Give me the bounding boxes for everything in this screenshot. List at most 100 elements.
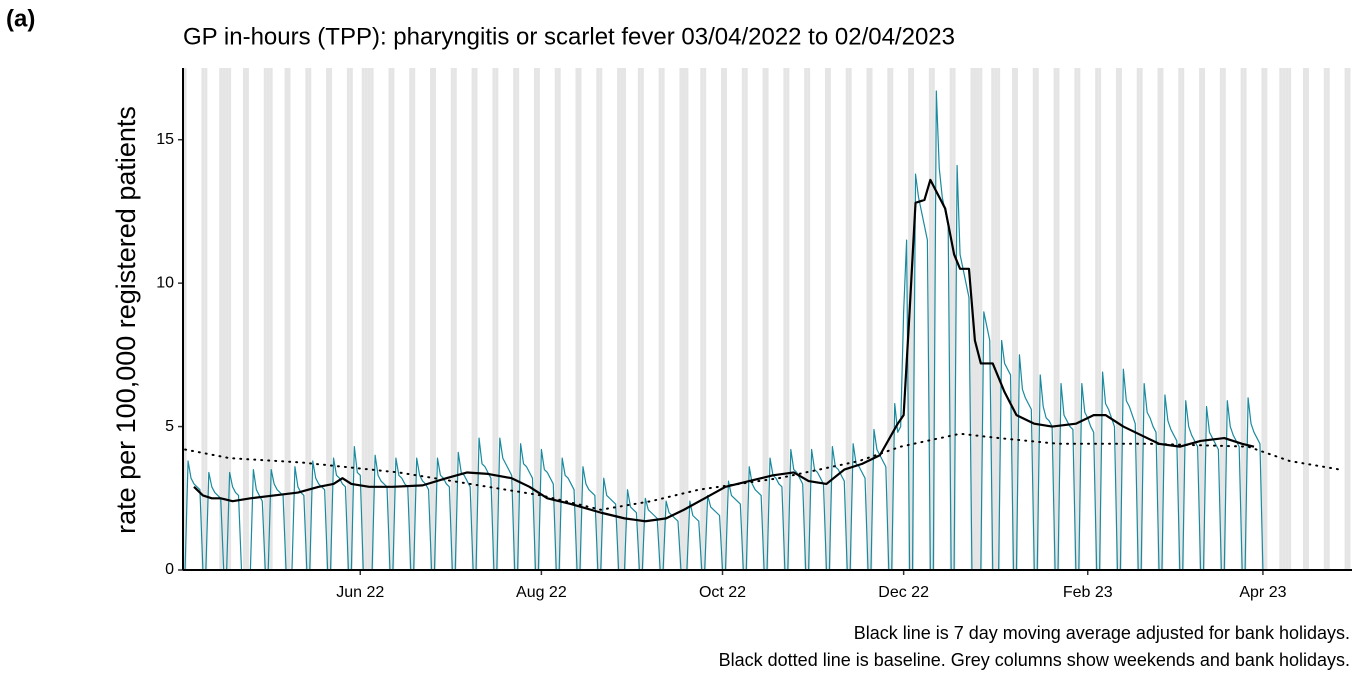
shaded-column <box>1347 68 1351 570</box>
shaded-column <box>430 68 434 570</box>
shaded-column <box>762 68 766 570</box>
shaded-column <box>1098 68 1102 570</box>
shaded-column <box>741 68 745 570</box>
y-tick-label: 0 <box>165 561 174 578</box>
shaded-column <box>513 68 517 570</box>
shaded-column <box>620 68 624 570</box>
shaded-column <box>536 68 540 570</box>
x-tick-label: Aug 22 <box>516 584 567 601</box>
shaded-column <box>1202 68 1206 570</box>
shaded-column <box>786 68 790 570</box>
shaded-column <box>1053 68 1057 570</box>
shaded-column <box>201 68 205 570</box>
shaded-column <box>1118 68 1122 570</box>
shaded-column <box>1240 68 1244 570</box>
shaded-column <box>890 68 894 570</box>
shaded-column <box>679 68 683 570</box>
shaded-column <box>994 68 998 570</box>
shaded-column <box>222 68 226 570</box>
shaded-column <box>1012 68 1015 570</box>
x-tick-label: Apr 23 <box>1239 584 1286 601</box>
shaded-column <box>1157 68 1161 570</box>
shaded-column <box>516 68 520 570</box>
shaded-column <box>495 68 499 570</box>
shaded-column <box>1344 68 1348 570</box>
y-tick-label: 15 <box>156 131 174 148</box>
shaded-column <box>308 68 312 570</box>
shaded-column <box>305 68 309 570</box>
shaded-column <box>1222 68 1226 570</box>
shaded-column <box>724 68 727 570</box>
shaded-column <box>1288 68 1292 570</box>
shaded-column <box>1279 68 1283 570</box>
axes: 0 5 10 15 Jun 22 Aug 22 Oct 22 Dec 22 Feb 23 Apr … <box>156 68 1352 601</box>
note: Black line is 7 day moving average adjus… <box>854 623 1350 643</box>
shaded-column <box>1264 68 1268 570</box>
shaded-column <box>364 68 368 570</box>
shaded-column <box>952 68 956 570</box>
shaded-column <box>970 68 974 570</box>
y-tick-label: 10 <box>156 274 174 291</box>
x-tick-label: Dec 22 <box>878 584 929 601</box>
shaded-column <box>450 68 454 570</box>
shaded-column <box>637 68 641 570</box>
shaded-column <box>827 68 831 570</box>
shaded-column <box>765 68 769 570</box>
shaded-column <box>1181 68 1185 570</box>
shaded-column <box>453 68 457 570</box>
shaded-column <box>685 68 689 570</box>
x-tick-label: Feb 23 <box>1063 584 1113 601</box>
shaded-column <box>557 68 561 570</box>
shaded-column <box>949 68 953 570</box>
shaded-column <box>1160 68 1164 570</box>
shaded-column <box>1074 68 1078 570</box>
shaded-column <box>703 68 707 570</box>
shaded-column <box>492 68 496 570</box>
shaded-columns <box>183 68 1351 570</box>
panel-label: (a) <box>6 5 35 32</box>
shaded-column <box>640 68 644 570</box>
shaded-column <box>1323 68 1327 570</box>
shaded-column <box>1077 68 1081 570</box>
shaded-column <box>204 68 208 570</box>
shaded-column <box>242 68 246 570</box>
shaded-column <box>1243 68 1247 570</box>
shaded-column <box>1219 68 1223 570</box>
shaded-column <box>225 68 229 570</box>
shaded-column <box>744 68 748 570</box>
shaded-column <box>617 68 621 570</box>
shaded-column <box>1056 68 1060 570</box>
shaded-column <box>979 68 983 570</box>
y-axis-label: rate per 100,000 registered patients <box>111 106 141 534</box>
shaded-column <box>848 68 852 570</box>
shaded-column <box>1035 68 1039 570</box>
shaded-column <box>391 68 395 570</box>
shaded-column <box>661 68 665 570</box>
shaded-column <box>869 68 873 570</box>
shaded-column <box>931 68 935 570</box>
shaded-column <box>1282 68 1286 570</box>
shaded-column <box>1178 68 1182 570</box>
shaded-column <box>578 68 582 570</box>
shaded-column <box>269 68 273 570</box>
shaded-column <box>596 68 600 570</box>
shaded-column <box>575 68 579 570</box>
shaded-column <box>887 68 891 570</box>
series-line <box>184 432 1342 511</box>
shaded-column <box>845 68 849 570</box>
shaded-column <box>911 68 915 570</box>
shaded-column <box>623 68 627 570</box>
shaded-column <box>412 68 416 570</box>
shaded-column <box>991 68 995 570</box>
shaded-column <box>183 68 187 570</box>
x-tick-label: Oct 22 <box>699 584 746 601</box>
shaded-column <box>287 68 291 570</box>
shaded-column <box>824 68 828 570</box>
shaded-column <box>471 68 475 570</box>
shaded-column <box>721 68 725 570</box>
series-line <box>193 178 1255 523</box>
shaded-column <box>866 68 870 570</box>
shaded-column <box>219 68 223 570</box>
shaded-column <box>1014 68 1018 570</box>
shaded-column <box>266 68 270 570</box>
